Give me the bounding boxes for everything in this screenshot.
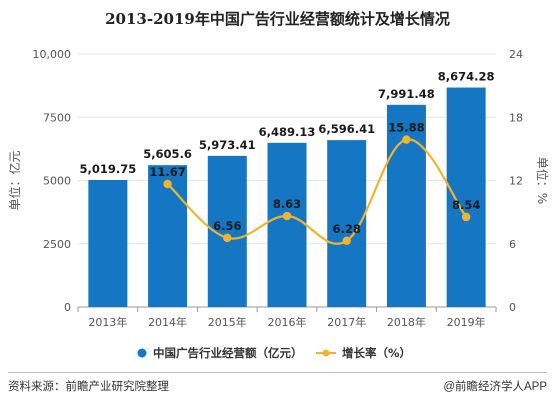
growth-point (163, 179, 172, 189)
data-labels: 5,019.75 5,605.6 5,973.416,489.13 6,596.41 7… (79, 70, 494, 236)
legend-line-label: 增长率（%） (342, 346, 411, 360)
y-left-tick-label: 0 (64, 301, 71, 314)
y-right-tick-label: 12 (509, 175, 523, 188)
x-tick-label: 2014年 (148, 315, 187, 329)
y-right-tick-label: 24 (509, 48, 523, 61)
growth-point (461, 212, 471, 222)
bar-value-label: 7,991.48 (378, 87, 435, 101)
bar (148, 165, 188, 307)
y-left-tick-label: 10,000 (33, 48, 72, 61)
x-tick-label: 2019年 (447, 315, 486, 329)
bar-value-label: 8,674.28 (438, 70, 495, 84)
y-left-axis-title: 单位：亿元 (7, 150, 22, 210)
growth-value-label: 6.28 (333, 222, 361, 236)
bar-value-label: 5,973.41 (199, 138, 256, 152)
bar (88, 180, 128, 307)
legend: 中国广告行业经营额（亿元） 增长率（%） (137, 346, 411, 360)
legend-line-marker (322, 349, 330, 357)
bar-series (88, 87, 486, 308)
growth-line-series (163, 135, 471, 245)
growth-value-label: 8.63 (273, 197, 301, 211)
x-tick-label: 2015年 (208, 315, 247, 329)
y-left-tick-label: 2500 (43, 238, 71, 251)
growth-line (166, 138, 468, 245)
x-tick-label: 2013年 (88, 315, 127, 329)
y-right-tick-label: 18 (509, 111, 523, 124)
page-title: 2013-2019年中国广告行业经营额统计及增长情况 (105, 10, 450, 28)
x-tick-label: 2018年 (387, 315, 426, 329)
y-right-tick-label: 0 (509, 301, 516, 314)
growth-point (223, 233, 232, 243)
x-tick-label: 2016年 (268, 315, 307, 329)
legend-bar-label: 中国广告行业经营额（亿元） (153, 346, 303, 360)
growth-value-label: 11.67 (149, 165, 185, 179)
growth-point (402, 135, 411, 144)
growth-value-label: 8.54 (452, 198, 480, 212)
y-left-tick-label: 5000 (43, 175, 71, 188)
y-left-tick-label: 7500 (43, 111, 71, 124)
bar (446, 87, 486, 308)
footer-source: 资料来源：前瞻产业研究院整理 (8, 381, 169, 393)
growth-value-label: 15.88 (388, 121, 424, 135)
bar-value-label: 6,596.41 (318, 122, 375, 136)
footer-brand: @前瞻经济学人APP (443, 381, 547, 393)
axes: 0 2500 5000 7500 10,000 0 6 12 18 24 2013年 2014年 201… (7, 48, 550, 329)
bar-value-label: 5,019.75 (79, 162, 136, 176)
legend-bar-marker (137, 348, 147, 358)
growth-value-label: 6.56 (213, 219, 241, 233)
bar-value-label: 6,489.13 (259, 125, 316, 139)
y-right-axis-title: 单位：% (535, 157, 550, 204)
footer-divider (8, 372, 547, 373)
x-tick-label: 2017年 (327, 315, 366, 329)
bar (267, 142, 307, 307)
y-right-tick-label: 6 (509, 238, 516, 251)
bar (386, 104, 426, 308)
growth-point (282, 211, 292, 221)
bar-value-label: 5,605.6 (143, 147, 192, 161)
growth-point (342, 236, 351, 245)
